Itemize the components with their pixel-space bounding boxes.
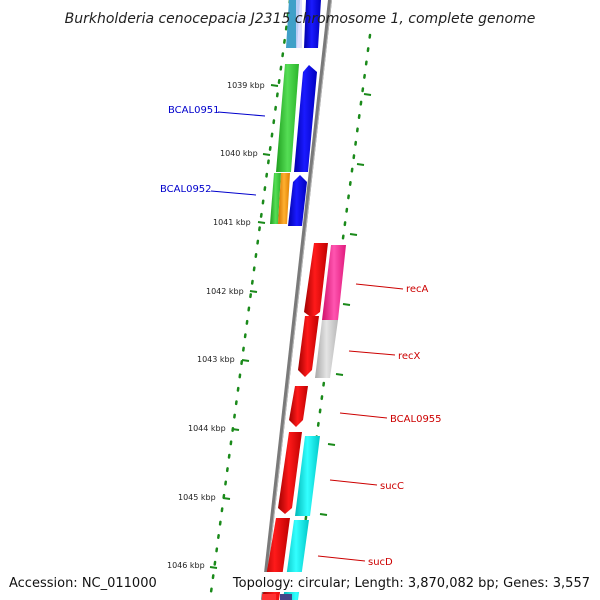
gene-reca-red: [304, 243, 328, 318]
map-title: Burkholderia cenocepacia J2315 chromosom…: [65, 11, 536, 27]
gene-bcal0952-orange: [278, 173, 290, 224]
gene-succ-red: [278, 432, 302, 514]
label-recx[interactable]: recX: [348, 350, 421, 362]
gene-recx-gray: [315, 320, 338, 378]
gene-recx-red: [298, 316, 319, 377]
gene-label-bcal0955[interactable]: BCAL0955: [390, 414, 442, 425]
label-bcal0952[interactable]: BCAL0952: [160, 184, 257, 196]
tick-label-1041: 1041 kbp: [213, 218, 251, 227]
tick-1043: 1043 kbp: [197, 355, 250, 364]
gene-reca-magenta: [322, 245, 346, 320]
tick-label-1039: 1039 kbp: [227, 81, 265, 90]
gene-bcal0951-blue: [294, 65, 317, 172]
gene-label-reca[interactable]: recA: [406, 284, 429, 295]
gene-bcal0952-blue: [288, 175, 307, 226]
gene-label-recx[interactable]: recX: [398, 351, 421, 362]
label-reca[interactable]: recA: [355, 283, 429, 295]
tick-1045: 1045 kbp: [178, 493, 231, 502]
genome-summary-text: Topology: circular; Length: 3,870,082 bp…: [232, 576, 590, 591]
tick-label-1044: 1044 kbp: [188, 424, 226, 433]
tick-1046: 1046 kbp: [167, 561, 218, 570]
tick-label-1040: 1040 kbp: [220, 149, 258, 158]
label-bcal0951[interactable]: BCAL0951: [168, 105, 266, 117]
label-bcal0955[interactable]: BCAL0955: [339, 412, 442, 425]
tick-label-1042: 1042 kbp: [206, 287, 244, 296]
gene-bcal0951-green: [276, 64, 299, 172]
outer-tick-marks: [319, 93, 372, 516]
tick-1044: 1044 kbp: [188, 424, 240, 433]
gene-label-bcal0951[interactable]: BCAL0951: [168, 105, 220, 116]
label-succ[interactable]: sucC: [329, 479, 404, 492]
gene-label-sucd[interactable]: sucD: [368, 557, 393, 568]
chromosome-backbone: [261, 0, 332, 600]
gene-bcal0952-green: [270, 173, 281, 224]
label-sucd[interactable]: sucD: [317, 555, 393, 568]
accession-text: Accession: NC_011000: [9, 576, 157, 591]
gene-label-bcal0952[interactable]: BCAL0952: [160, 184, 212, 195]
gene-label-succ[interactable]: sucC: [380, 481, 404, 492]
tick-label-1043: 1043 kbp: [197, 355, 235, 364]
tick-1040: 1040 kbp: [220, 149, 271, 158]
inner-dot-track: [208, 0, 292, 600]
tick-1039: 1039 kbp: [227, 81, 279, 90]
tick-1042: 1042 kbp: [206, 287, 258, 296]
gene-feature-top-blue: [304, 0, 321, 48]
tick-label-1045: 1045 kbp: [178, 493, 216, 502]
tick-1041: 1041 kbp: [213, 218, 266, 227]
gene-bcal0955-red: [289, 386, 308, 427]
tick-label-1046: 1046 kbp: [167, 561, 205, 570]
gene-succ-cyan: [295, 436, 320, 516]
